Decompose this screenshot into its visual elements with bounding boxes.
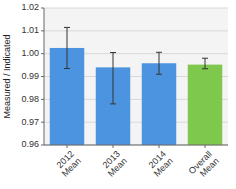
y-tick-label: 0.98 <box>21 94 39 104</box>
y-tick-label: 1.01 <box>21 25 39 35</box>
grid-line <box>44 145 228 146</box>
x-tick-label: 2013Mean <box>99 149 129 179</box>
x-tick <box>67 145 68 148</box>
y-axis-line <box>44 8 45 145</box>
y-tick-label: 0.97 <box>21 117 39 127</box>
x-tick <box>159 145 160 148</box>
bar <box>188 65 223 145</box>
x-tick <box>113 145 114 148</box>
x-tick-label: 2012Mean <box>53 149 83 179</box>
y-tick-label: 0.96 <box>21 139 39 149</box>
grid-line <box>44 30 228 31</box>
x-tick-label-line: Mean <box>60 156 83 179</box>
x-tick-label: OverallMean <box>187 149 221 183</box>
y-axis-label: Measured / Indicated <box>2 34 12 118</box>
x-tick-label: 2014Mean <box>145 149 175 179</box>
error-bar <box>156 52 162 74</box>
x-tick <box>205 145 206 148</box>
x-tick-label-line: Mean <box>106 156 129 179</box>
x-axis-line <box>44 145 228 146</box>
error-bar <box>64 27 70 68</box>
error-bar <box>110 53 116 104</box>
x-tick-label-line: Mean <box>152 156 175 179</box>
chart-container: 0.96 0.97 0.98 0.99 1.00 1.01 1.02 2012Mean 2013… <box>0 0 236 189</box>
error-bar <box>202 58 208 69</box>
y-tick-label: 1.02 <box>21 2 39 12</box>
x-tick-label-line: Mean <box>198 156 221 179</box>
bars <box>50 48 223 145</box>
chart: 0.96 0.97 0.98 0.99 1.00 1.01 1.02 2012Mean 2013… <box>0 0 236 189</box>
grid-line <box>44 8 228 9</box>
y-tick-label: 1.00 <box>21 48 39 58</box>
y-tick-label: 0.99 <box>21 71 39 81</box>
bar <box>142 63 177 145</box>
